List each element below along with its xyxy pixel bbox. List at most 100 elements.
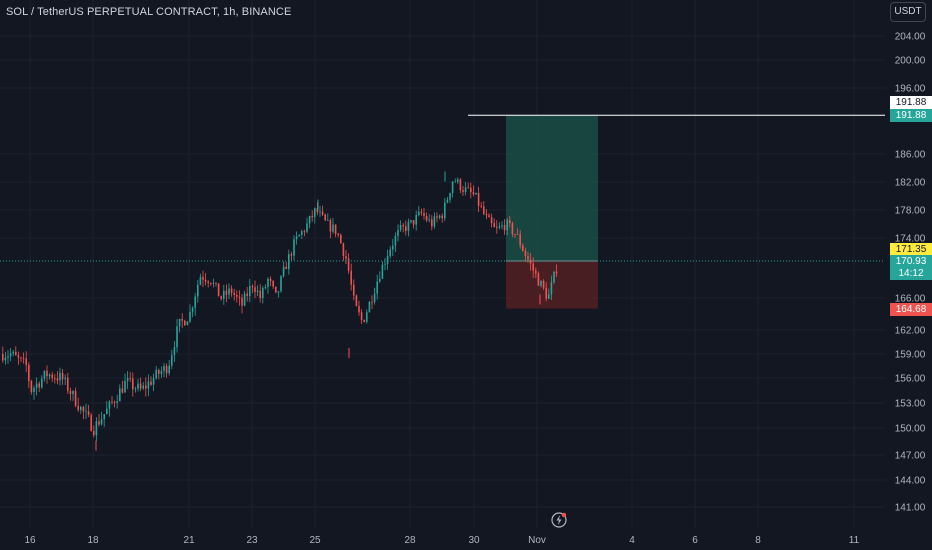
candle [555, 264, 558, 277]
candle [269, 276, 272, 287]
time-axis[interactable]: 16 18 21 23 25 28 30 Nov 4 6 8 11 [24, 535, 859, 546]
candle [519, 230, 521, 249]
candle [230, 285, 233, 297]
candle [233, 288, 235, 301]
candle [293, 235, 295, 261]
candle [441, 213, 443, 223]
candle [132, 372, 134, 397]
candle [126, 371, 129, 390]
candle [22, 352, 25, 364]
price-axis-tick-label: 166.00 [895, 294, 926, 305]
candle [345, 250, 347, 265]
candle [444, 198, 446, 222]
candle [467, 182, 469, 189]
candle [371, 295, 373, 310]
currency-button[interactable]: USDT [890, 2, 926, 22]
candle [238, 290, 241, 306]
time-axis-tick-label: 25 [309, 535, 321, 546]
candle [259, 284, 261, 303]
candle [262, 286, 264, 304]
candle [275, 286, 277, 294]
candle [108, 400, 111, 417]
candle [524, 247, 527, 261]
candle [433, 212, 436, 229]
candle [220, 295, 222, 301]
lightning-bolt-icon[interactable] [550, 511, 568, 529]
candle [137, 378, 139, 392]
candle [464, 181, 467, 196]
candle [511, 221, 514, 238]
candle [191, 306, 194, 318]
candle [308, 215, 311, 229]
candle [267, 277, 269, 294]
candle [272, 280, 274, 289]
candle [158, 368, 160, 380]
candle [256, 285, 259, 297]
candle [207, 280, 209, 288]
candle [402, 222, 404, 233]
candle [457, 177, 459, 184]
candle [124, 373, 126, 393]
candle [355, 294, 358, 307]
candle [350, 263, 352, 291]
candle [249, 278, 251, 303]
price-axis-tick-label: 178.00 [895, 206, 926, 217]
candle [459, 178, 462, 194]
candle [488, 213, 490, 218]
candle [321, 205, 324, 216]
candle [303, 229, 306, 237]
time-axis-tick-label: 4 [629, 535, 635, 546]
candle [295, 231, 298, 245]
price-axis-tick-label: 196.00 [895, 84, 926, 95]
candle [522, 243, 524, 252]
candle [67, 372, 69, 394]
candle [9, 347, 12, 362]
candle [38, 381, 40, 393]
candle [129, 371, 131, 382]
candle [462, 185, 464, 196]
candle [43, 370, 46, 382]
grid-lines [0, 0, 885, 528]
candle [288, 249, 290, 275]
candle [74, 387, 77, 408]
candle [139, 377, 142, 392]
candle [98, 413, 100, 427]
candle [314, 207, 316, 224]
candle [93, 425, 95, 438]
candle [82, 405, 85, 420]
candle [366, 309, 368, 324]
candle [412, 219, 415, 229]
candle [176, 319, 178, 353]
profit-zone [506, 115, 598, 262]
candle [51, 371, 53, 382]
candle [254, 280, 256, 299]
candle [397, 224, 399, 242]
candle [392, 238, 394, 257]
candle [319, 206, 321, 218]
price-axis-tick-label: 186.00 [895, 150, 926, 161]
candle [490, 213, 493, 228]
candle [316, 202, 319, 216]
position-zones [506, 115, 598, 309]
candle [12, 349, 14, 357]
price-axis[interactable]: 204.00 200.00 196.00 186.00 182.00 178.00 174.… [895, 32, 926, 514]
candle [48, 373, 51, 380]
candle [285, 262, 287, 270]
candle [80, 405, 82, 414]
candle [545, 282, 547, 302]
price-axis-tick-label: 150.00 [895, 424, 926, 435]
candle [69, 387, 72, 401]
alert-price-label[interactable]: 191.88 [890, 96, 932, 109]
candle [111, 396, 113, 405]
candle [61, 368, 64, 385]
candle [25, 351, 27, 373]
candle [553, 271, 555, 284]
target-price-label: 191.88 [890, 109, 932, 122]
chart-title: SOL / TetherUS PERPETUAL CONTRACT, 1h, B… [6, 6, 292, 18]
candle [103, 414, 105, 427]
price-axis-tick-label: 156.00 [895, 374, 926, 385]
candle [389, 246, 391, 259]
candle [197, 279, 199, 303]
